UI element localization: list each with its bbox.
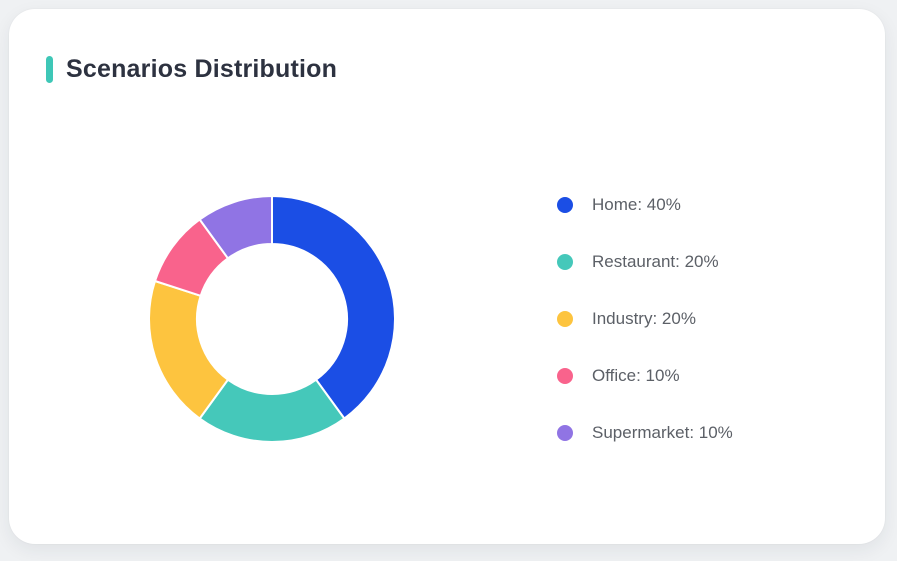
legend-item-restaurant[interactable]: Restaurant: 20% [557,250,747,273]
legend-item-office[interactable]: Office: 10% [557,364,747,387]
legend-dot-restaurant [557,253,573,270]
legend-label: Home: 40% [592,195,681,214]
legend: Home: 40% Restaurant: 20% Industry: 20% Off… [557,193,747,444]
page-title: Scenarios Distribution [66,55,338,83]
legend-dot-home [557,196,573,213]
legend-label: Supermarket: 10% [592,423,733,442]
legend-item-supermarket[interactable]: Supermarket: 10% [557,421,747,444]
legend-item-home[interactable]: Home: 40% [557,193,747,216]
donut-segment-supermarket[interactable] [198,194,273,259]
legend-label: Office: 10% [592,366,680,385]
card-header: Scenarios Distribution [9,9,885,84]
chart-area: Home: 40% Restaurant: 20% Industry: 20% Off… [9,193,885,444]
legend-label: Industry: 20% [592,309,696,328]
scenarios-distribution-card: Scenarios Distribution Home: 40% Restaura… [9,9,885,544]
donut-chart [148,194,396,443]
legend-item-industry[interactable]: Industry: 20% [557,307,747,330]
legend-dot-industry [557,310,573,327]
title-accent-bar [46,56,53,83]
donut-segment-home[interactable] [271,194,396,420]
legend-label: Restaurant: 20% [592,252,719,271]
legend-dot-office [557,367,573,384]
legend-dot-supermarket [557,424,573,441]
